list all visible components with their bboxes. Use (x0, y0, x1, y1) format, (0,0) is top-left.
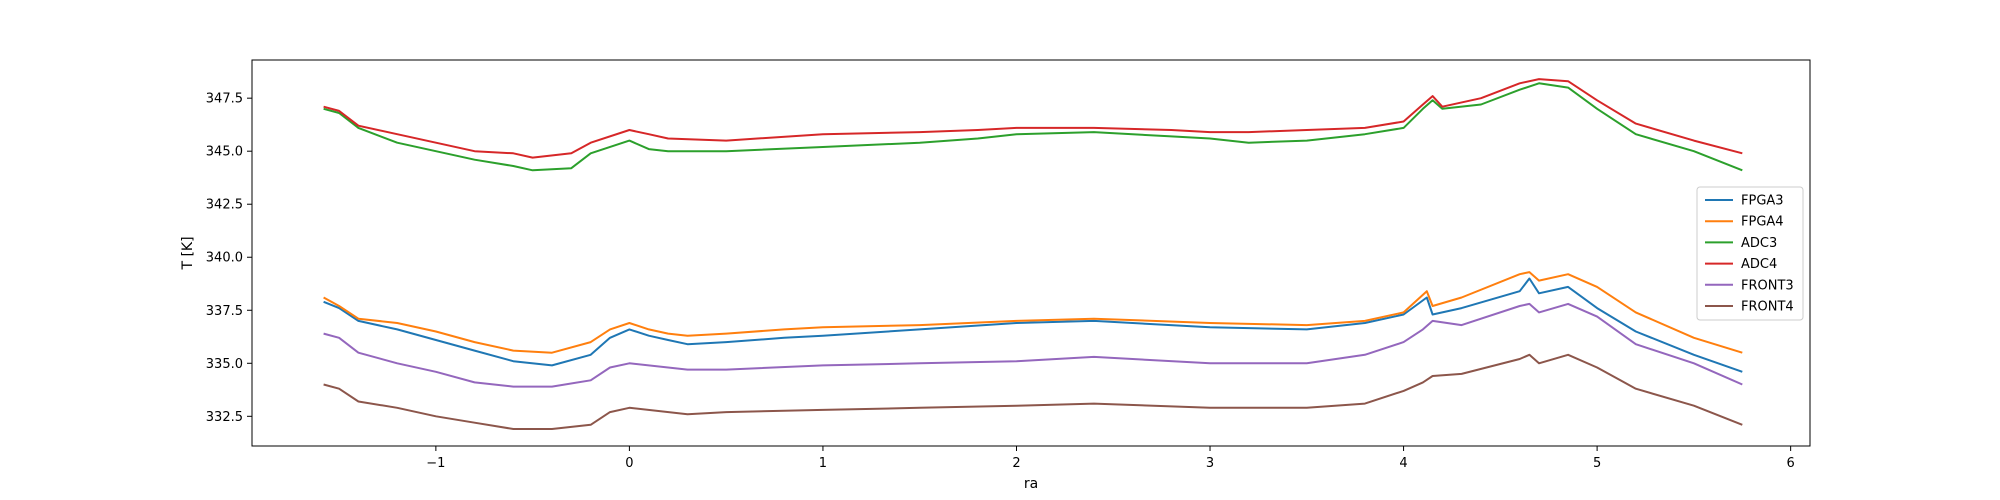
series-layer (323, 78, 1743, 430)
x-axis-label: ra (1024, 476, 1038, 492)
legend-label-adc4: ADC4 (1741, 257, 1777, 272)
x-tick-label: 5 (1593, 456, 1601, 471)
y-tick-label: 337.5 (206, 304, 243, 319)
series-line-front3 (323, 302, 1743, 388)
x-tick-label: 1 (819, 456, 827, 471)
y-tick-label: 332.5 (206, 410, 243, 425)
x-tick-label: 2 (1012, 456, 1020, 471)
series-line-adc3 (323, 82, 1743, 172)
y-axis: 332.5 335.0 337.5 340.0 342.5 345.0 347.5 (206, 92, 252, 425)
y-tick-label: 345.0 (206, 145, 243, 160)
y-axis-label: T [K] (180, 236, 196, 270)
plot-frame (251, 59, 1811, 447)
y-tick-label: 347.5 (206, 92, 243, 107)
x-tick-label: 6 (1787, 456, 1795, 471)
legend-label-fpga3: FPGA3 (1741, 194, 1784, 209)
series-line-adc4 (323, 78, 1743, 159)
series-line-front4 (323, 353, 1743, 430)
legend-label-adc3: ADC3 (1741, 236, 1777, 251)
series-line-fpga4 (323, 271, 1743, 354)
x-tick-label: 0 (625, 456, 633, 471)
y-tick-label: 342.5 (206, 198, 243, 213)
series-line-fpga3 (323, 277, 1743, 373)
legend: FPGA3 FPGA4 ADC3 ADC4 FRONT3 FRONT4 (1696, 186, 1804, 321)
legend-label-front4: FRONT4 (1741, 300, 1794, 315)
legend-label-front3: FRONT3 (1741, 278, 1794, 293)
x-axis: −1 0 1 2 3 4 5 6 (426, 446, 1795, 471)
x-tick-label: 3 (1206, 456, 1214, 471)
x-tick-label: −1 (426, 456, 445, 471)
legend-label-fpga4: FPGA4 (1741, 215, 1784, 230)
plot-area (252, 60, 1810, 446)
y-tick-label: 340.0 (206, 251, 243, 266)
x-tick-label: 4 (1399, 456, 1407, 471)
y-tick-label: 335.0 (206, 357, 243, 372)
